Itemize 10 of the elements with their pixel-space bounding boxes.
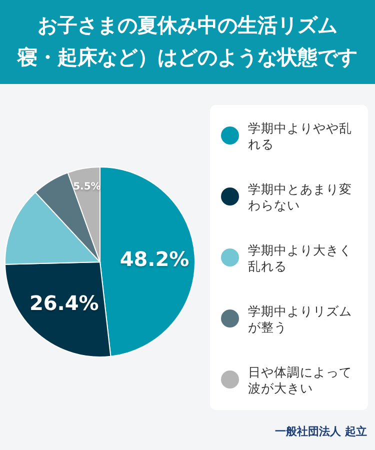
legend-label: 学期中より大きく乱れる — [248, 242, 352, 273]
data-label: 48.2% — [120, 246, 190, 271]
legend-label: 学期中よりやや乱れる — [248, 120, 352, 151]
legend-label: 日や体調によって波が大きい — [248, 364, 352, 395]
chart-subtitle: 寝・起床など）はどのような状態です — [16, 45, 358, 69]
legend-label: 学期中とあまり変わらない — [248, 181, 352, 212]
data-label: 26.4% — [29, 291, 99, 316]
legend-label: 学期中よりリズムが整う — [248, 303, 352, 334]
text: 一般社団法人 起立 — [275, 425, 367, 438]
chart-title: お子さまの夏休み中の生活リズム — [38, 13, 338, 37]
